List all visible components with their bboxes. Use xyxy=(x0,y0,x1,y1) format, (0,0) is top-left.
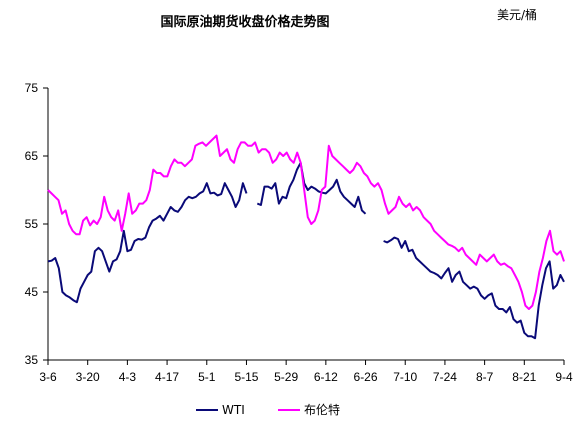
x-tick-label: 3-6 xyxy=(39,370,57,384)
x-tick-label: 5-1 xyxy=(198,370,216,384)
x-tick-label: 6-26 xyxy=(354,370,378,384)
y-tick-label: 75 xyxy=(25,81,39,95)
legend: WTI 布伦特 xyxy=(196,402,340,417)
x-tick-label: 8-21 xyxy=(512,370,536,384)
x-tick-label: 3-20 xyxy=(76,370,100,384)
legend-label-brent: 布伦特 xyxy=(304,402,340,417)
unit-label: 美元/桶 xyxy=(497,7,537,22)
x-tick-label: 5-29 xyxy=(274,370,298,384)
legend-label-wti: WTI xyxy=(222,403,245,417)
x-tick-label: 9-4 xyxy=(555,370,573,384)
x-tick-label: 8-7 xyxy=(476,370,494,384)
x-tick-label: 4-3 xyxy=(119,370,137,384)
series-line-brent xyxy=(47,134,565,310)
y-tick-label: 45 xyxy=(25,285,39,299)
x-tick-label: 7-24 xyxy=(433,370,457,384)
x-tick-labels: 3-6 3-20 4-3 4-17 5-1 5-15 5-29 6-12 6-26 7-10 7-2… xyxy=(39,370,573,384)
x-tick-label: 7-10 xyxy=(393,370,417,384)
axes xyxy=(43,87,565,365)
series-lines xyxy=(47,134,565,340)
y-tick-label: 35 xyxy=(25,353,39,367)
y-tick-label: 55 xyxy=(25,217,39,231)
y-tick-labels: 35 45 55 65 75 xyxy=(25,81,39,367)
x-tick-label: 4-17 xyxy=(155,370,179,384)
y-tick-label: 65 xyxy=(25,149,39,163)
x-tick-label: 5-15 xyxy=(234,370,258,384)
x-tick-label: 6-12 xyxy=(314,370,338,384)
chart-title: 国际原油期货收盘价格走势图 xyxy=(160,14,329,30)
series-line-wti xyxy=(47,161,565,340)
